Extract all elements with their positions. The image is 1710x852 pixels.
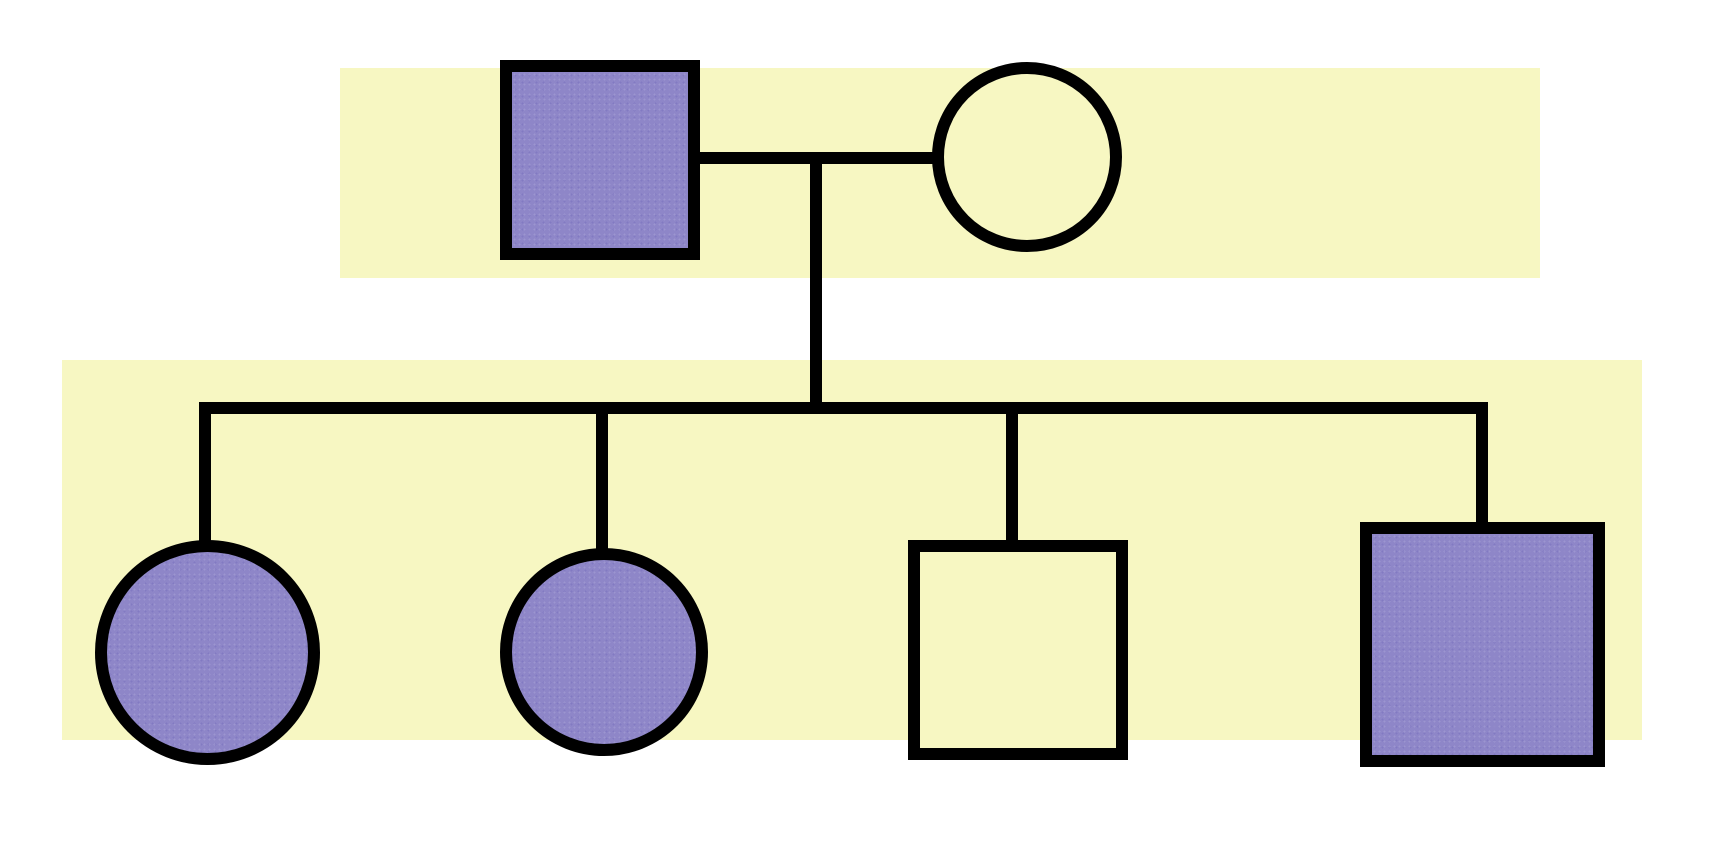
gen2-c1-circle (95, 540, 320, 765)
gen2-c4-square (1360, 522, 1605, 767)
gen1-father-square (500, 60, 700, 260)
gen1-mother-circle (932, 62, 1122, 252)
gen2-c3-square (908, 540, 1128, 760)
gen2-c2-circle (500, 548, 708, 756)
